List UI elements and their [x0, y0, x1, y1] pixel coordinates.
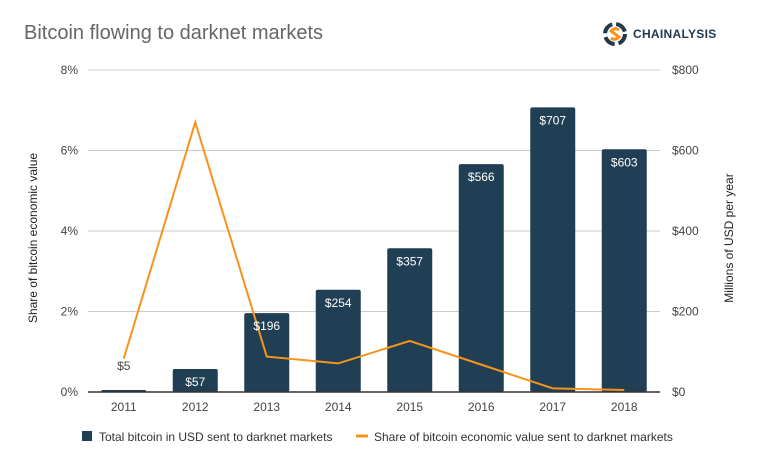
right-tick-label: $600 [672, 144, 699, 158]
bar-2014 [315, 289, 361, 392]
bar-2018 [601, 149, 647, 392]
x-tick-label: 2017 [539, 400, 566, 414]
bar-2017 [530, 107, 576, 393]
chart-title: Bitcoin flowing to darknet markets [24, 22, 324, 44]
bar-label-2016: $566 [468, 170, 495, 184]
bar-label-2014: $254 [325, 296, 352, 310]
legend-bar-swatch [82, 431, 92, 441]
x-tick-label: 2016 [468, 400, 495, 414]
bar-2013 [244, 313, 290, 392]
left-tick-label: 0% [61, 385, 79, 399]
x-tick-label: 2015 [396, 400, 423, 414]
bar-label-2011: $5 [117, 359, 131, 373]
x-tick-label: 2018 [611, 400, 638, 414]
left-tick-label: 4% [61, 224, 79, 238]
x-tick-label: 2014 [325, 400, 352, 414]
x-tick-label: 2013 [253, 400, 280, 414]
chainalysis-logo-icon [603, 22, 627, 46]
left-tick-label: 8% [61, 63, 79, 77]
bar-2016 [458, 164, 504, 392]
bar-label-2012: $57 [185, 375, 205, 389]
legend-line-label: Share of bitcoin economic value sent to … [374, 430, 673, 444]
bar-2012 [172, 369, 218, 392]
left-tick-label: 6% [61, 144, 79, 158]
left-axis-label: Share of bitcoin economic value [26, 153, 40, 323]
x-tick-label: 2012 [182, 400, 209, 414]
share-line [122, 118, 625, 391]
left-tick-label: 2% [61, 305, 79, 319]
bar-label-2017: $707 [539, 113, 566, 127]
chainalysis-logo: CHAINALYSIS [603, 22, 717, 46]
right-tick-label: $200 [672, 305, 699, 319]
legend-bar-label: Total bitcoin in USD sent to darknet mar… [99, 430, 332, 444]
right-axis-label: Millions of USD per year [722, 173, 736, 302]
bar-label-2015: $357 [396, 254, 423, 268]
bar-label-2018: $603 [611, 155, 638, 169]
right-tick-label: $800 [672, 63, 699, 77]
right-tick-label: $0 [672, 385, 686, 399]
x-tick-label: 2011 [111, 400, 137, 414]
right-tick-label: $400 [672, 224, 699, 238]
bar-2015 [387, 248, 433, 392]
bar-label-2013: $196 [253, 319, 280, 333]
logo-text: CHAINALYSIS [633, 27, 717, 41]
